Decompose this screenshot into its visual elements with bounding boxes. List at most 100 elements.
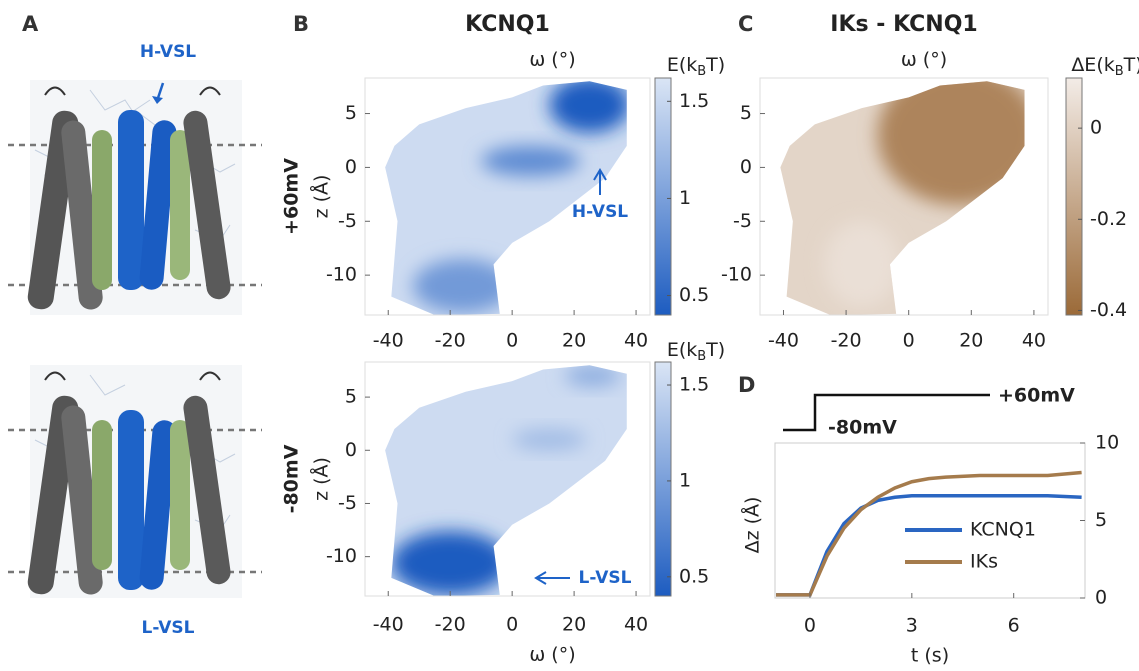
x-tick-label: -40 [373, 330, 404, 352]
y-tick-label: 0 [740, 156, 752, 178]
x-tick-label: 40 [624, 614, 648, 636]
colorbar [1065, 77, 1083, 316]
y-tick-label: 10 [1095, 432, 1119, 454]
x-tick-label: 3 [906, 615, 918, 637]
structure-bottom [8, 365, 262, 598]
colorbar [654, 361, 672, 597]
chart-title: KCNQ1 [465, 12, 550, 37]
plot-frame [774, 442, 1086, 599]
colorbar-tick-label: 1.5 [679, 90, 709, 112]
row-label: -80mV [281, 444, 303, 513]
colorbar-tick-label: 1 [679, 469, 691, 491]
y-tick-label: 5 [345, 386, 357, 408]
annotation: H-VSL [140, 42, 196, 62]
x-tick-label: -40 [373, 614, 404, 636]
energy-basin [481, 145, 581, 177]
legend-label: IKs [970, 551, 998, 573]
x-tick-label: -20 [435, 614, 466, 636]
y-tick-label: -10 [326, 264, 357, 286]
y-tick-label: 0 [345, 156, 357, 178]
plot-frame [759, 77, 1049, 316]
energy-basin [512, 429, 587, 451]
y-tick-label: -5 [338, 210, 357, 232]
panel-label: D [738, 373, 755, 397]
colorbar-label-part: E(k [667, 339, 697, 361]
x-tick-label: 20 [562, 614, 586, 636]
data-line [776, 493, 1082, 597]
structure-top [8, 80, 262, 315]
x-tick-label: 20 [562, 330, 586, 352]
colorbar-label: ΔE(kBT) [1071, 54, 1139, 79]
chart-title: IKs - KCNQ1 [830, 12, 977, 37]
colorbar-label-part: T) [705, 54, 725, 76]
x-tick-label: 0 [506, 614, 518, 636]
y-axis-label: z (Å) [310, 175, 333, 219]
y-axis-label: Δz (Å) [741, 497, 764, 554]
colorbar-label-part: B [1115, 64, 1124, 79]
legend-label: KCNQ1 [970, 519, 1036, 541]
y-tick-label: 5 [740, 102, 752, 124]
x-tick-label: 40 [1022, 330, 1046, 352]
y-tick-label: -10 [721, 264, 752, 286]
x-tick-label: 6 [1008, 615, 1020, 637]
energy-basin [564, 365, 621, 387]
colorbar-tick-label: 1.5 [679, 374, 709, 396]
x-tick-label: 0 [903, 330, 915, 352]
y-axis-label: z (Å) [310, 457, 333, 501]
plot-frame [364, 77, 651, 316]
colorbar-tick-label: 0 [1090, 117, 1102, 139]
x-tick-label: -20 [435, 330, 466, 352]
colorbar-label-part: B [697, 349, 706, 364]
x-axis-label: ω (°) [529, 49, 575, 71]
landscape-features [824, 81, 1025, 308]
energy-basin [391, 531, 510, 595]
annotation: L-VSL [142, 618, 195, 638]
landscape [385, 81, 627, 316]
x-tick-label: -40 [768, 330, 799, 352]
panel-label: A [22, 12, 39, 36]
panel-label: C [738, 12, 753, 36]
colorbar-tick-label: -0.2 [1090, 208, 1127, 230]
energy-basin [549, 81, 627, 133]
colorbar-label-part: T) [705, 339, 725, 361]
colorbar-tick-label: -0.4 [1090, 299, 1127, 321]
colorbar-label-part: ΔE(k [1071, 54, 1114, 76]
y-tick-label: 5 [345, 102, 357, 124]
panel-label: B [293, 12, 309, 36]
x-axis-label: t (s) [911, 645, 949, 667]
x-axis-label: ω (°) [901, 49, 947, 71]
colorbar-label-part: T) [1123, 54, 1139, 76]
energy-basin [413, 258, 513, 313]
step-label: +60mV [998, 385, 1075, 407]
y-tick-label: -5 [733, 210, 752, 232]
step-label: -80mV [828, 417, 897, 439]
landscape-features [413, 81, 627, 313]
colorbar-label: E(kBT) [667, 339, 725, 364]
y-tick-label: 0 [345, 439, 357, 461]
x-tick-label: 0 [506, 330, 518, 352]
x-axis-label: ω (°) [529, 644, 575, 666]
colorbar-label-part: B [697, 64, 706, 79]
y-tick-label: -10 [326, 545, 357, 567]
x-tick-label: 40 [624, 330, 648, 352]
colorbar-tick-label: 0.5 [679, 565, 709, 587]
colorbar-tick-label: 0.5 [679, 284, 709, 306]
data-line [776, 470, 1082, 597]
x-tick-label: 0 [804, 615, 816, 637]
y-tick-label: 5 [1095, 509, 1107, 531]
x-tick-label: 20 [959, 330, 983, 352]
y-tick-label: -5 [338, 492, 357, 514]
landscape-features [391, 365, 621, 595]
annotation-arrow [593, 168, 607, 195]
colorbar-tick-label: 1 [679, 187, 691, 209]
colorbar [654, 77, 672, 316]
row-label: +60mV [281, 158, 303, 235]
annotation: L-VSL [579, 568, 632, 588]
annotation: H-VSL [572, 202, 628, 222]
plot-frame [364, 361, 651, 597]
colorbar-label-part: E(k [667, 54, 697, 76]
x-tick-label: -20 [831, 330, 862, 352]
voltage-step [783, 393, 990, 432]
annotation-arrow [534, 571, 570, 585]
